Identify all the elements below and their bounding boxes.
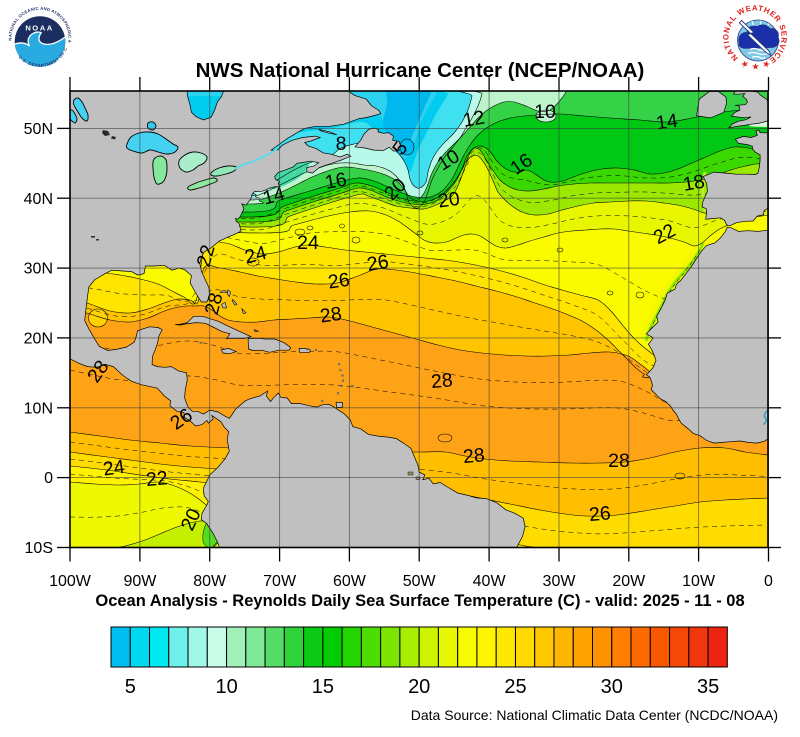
svg-text:100W: 100W bbox=[49, 573, 92, 590]
svg-text:35: 35 bbox=[697, 676, 719, 698]
svg-text:10W: 10W bbox=[682, 573, 716, 590]
svg-text:28: 28 bbox=[462, 444, 486, 468]
svg-text:14: 14 bbox=[655, 110, 680, 135]
svg-text:0: 0 bbox=[44, 470, 53, 487]
svg-text:16: 16 bbox=[323, 168, 348, 193]
svg-text:8: 8 bbox=[336, 133, 347, 155]
svg-text:30N: 30N bbox=[24, 261, 53, 278]
svg-text:26: 26 bbox=[588, 502, 612, 526]
svg-text:★: ★ bbox=[761, 58, 771, 70]
svg-text:10N: 10N bbox=[24, 400, 53, 417]
svg-text:90W: 90W bbox=[123, 573, 157, 590]
svg-text:40N: 40N bbox=[24, 191, 53, 208]
svg-text:10: 10 bbox=[534, 101, 556, 123]
svg-text:24: 24 bbox=[102, 456, 127, 481]
svg-text:10S: 10S bbox=[25, 540, 53, 557]
svg-text:NWS National Hurricane Center: NWS National Hurricane Center (NCEP/NOAA… bbox=[196, 59, 645, 82]
svg-text:26: 26 bbox=[327, 269, 352, 294]
svg-text:12: 12 bbox=[461, 106, 486, 131]
svg-text:50W: 50W bbox=[403, 573, 437, 590]
svg-text:18: 18 bbox=[681, 170, 706, 195]
svg-text:★: ★ bbox=[751, 62, 759, 72]
svg-text:28: 28 bbox=[608, 450, 630, 472]
svg-text:24: 24 bbox=[297, 232, 319, 254]
svg-text:40W: 40W bbox=[473, 573, 507, 590]
svg-text:30W: 30W bbox=[543, 573, 577, 590]
svg-text:80W: 80W bbox=[193, 573, 227, 590]
svg-text:20: 20 bbox=[408, 676, 430, 698]
svg-text:28: 28 bbox=[430, 369, 454, 393]
svg-text:50N: 50N bbox=[24, 121, 53, 138]
svg-text:20W: 20W bbox=[612, 573, 646, 590]
svg-text:60W: 60W bbox=[333, 573, 367, 590]
svg-text:5: 5 bbox=[125, 676, 136, 698]
svg-text:26: 26 bbox=[365, 250, 390, 275]
svg-text:10: 10 bbox=[215, 676, 237, 698]
svg-text:20N: 20N bbox=[24, 330, 53, 347]
svg-text:20: 20 bbox=[437, 188, 462, 213]
svg-text:30: 30 bbox=[601, 676, 623, 698]
svg-text:Data Source: National Climatic: Data Source: National Climatic Data Cent… bbox=[411, 707, 778, 723]
svg-text:70W: 70W bbox=[263, 573, 297, 590]
svg-text:Ocean Analysis - Reynolds Dail: Ocean Analysis - Reynolds Daily Sea Surf… bbox=[95, 592, 744, 610]
svg-text:NOAA: NOAA bbox=[25, 24, 53, 33]
svg-text:15: 15 bbox=[312, 676, 334, 698]
svg-text:0: 0 bbox=[764, 573, 773, 590]
svg-text:★: ★ bbox=[740, 58, 750, 70]
svg-text:22: 22 bbox=[145, 467, 169, 491]
svg-text:25: 25 bbox=[504, 676, 526, 698]
svg-text:28: 28 bbox=[319, 303, 344, 328]
